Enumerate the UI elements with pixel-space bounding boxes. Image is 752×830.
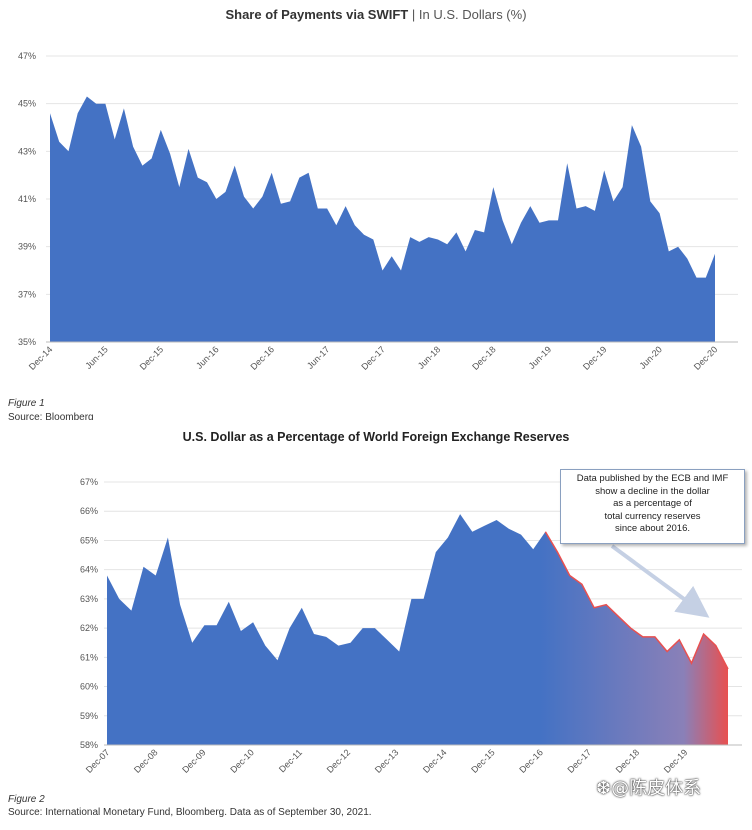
chart2-y-tick-label: 67%: [80, 477, 98, 487]
chart2-y-tick-label: 63%: [80, 594, 98, 604]
chart2-y-tick-label: 65%: [80, 535, 98, 545]
chart1-y-tick-label: 41%: [18, 194, 36, 204]
chart2-y-tick-label: 59%: [80, 711, 98, 721]
figure2-label: Figure 2: [8, 794, 45, 805]
chart2-title: U.S. Dollar as a Percentage of World For…: [182, 430, 570, 444]
chart2-decline-line: [544, 531, 729, 670]
chart1-y-tick-label: 37%: [18, 289, 36, 299]
chart1-y-tick-label: 39%: [18, 242, 36, 252]
chart1-y-tick-label: 47%: [18, 51, 36, 61]
callout-line: total currency reserves: [604, 510, 701, 522]
callout-line: as a percentage of: [613, 498, 692, 509]
chart2-x-tick-label: Dec-16: [517, 747, 545, 775]
watermark: ❆@陈皮体系: [596, 778, 702, 799]
chart2-x-tick-label: Dec-14: [421, 747, 449, 775]
chart1-title: Share of Payments via SWIFT | In U.S. Do…: [0, 7, 752, 22]
chart2-y-tick-label: 60%: [80, 682, 98, 692]
chart1-area: [50, 96, 715, 342]
chart2-x-tick-label: Dec-10: [228, 747, 256, 775]
callout-line: since about 2016.: [614, 523, 690, 534]
chart2-y-tick-label: 61%: [80, 652, 98, 662]
chart2-x-tick-label: Dec-19: [662, 747, 690, 775]
chart2-y-tick-label: 64%: [80, 565, 98, 575]
figure1-label: Figure 1: [8, 398, 45, 409]
chart2-x-tick-label: Dec-07: [84, 747, 112, 775]
chart2-y-tick-label: 66%: [80, 506, 98, 516]
figure2-source: Source: International Monetary Fund, Blo…: [8, 807, 372, 818]
annotation-callout: Data published by the ECB and IMF show a…: [560, 469, 745, 544]
chart2-area: [107, 514, 728, 745]
chart1-title-main: Share of Payments via SWIFT: [225, 7, 409, 22]
chart1-y-tick-label: 43%: [18, 146, 36, 156]
chart2-y-tick-label: 58%: [80, 740, 98, 750]
chart2-x-tick-label: Dec-17: [565, 747, 593, 775]
chart1-subtitle: In U.S. Dollars (%): [418, 7, 527, 22]
chart2-x-tick-label: Dec-12: [325, 747, 353, 775]
chart2-x-tick-label: Dec-13: [373, 747, 401, 775]
chart2-x-tick-label: Dec-18: [614, 747, 642, 775]
swift-payments-chart: 47%45%43%41%39%37%35%Dec-14 Jun-15 Dec-15 J…: [18, 51, 738, 372]
callout-line: Data published by the ECB and IMF: [576, 473, 729, 484]
chart1-y-tick-label: 45%: [18, 99, 36, 109]
chart2-y-tick-label: 62%: [80, 623, 98, 633]
chart2-x-tick-label: Dec-11: [277, 747, 304, 774]
chart2-x-tick-label: Dec-08: [132, 747, 160, 775]
chart2-x-tick-label: Dec-09: [180, 747, 208, 775]
figure1-source: Source: Bloomberg: [8, 412, 94, 420]
callout-line: show a decline in the dollar: [595, 485, 710, 497]
chart2-x-tick-label: Dec-15: [469, 747, 497, 775]
callout-arrow: [610, 544, 710, 618]
chart1-title-separator: |: [411, 7, 416, 22]
chart1-y-tick-label: 35%: [18, 337, 36, 347]
